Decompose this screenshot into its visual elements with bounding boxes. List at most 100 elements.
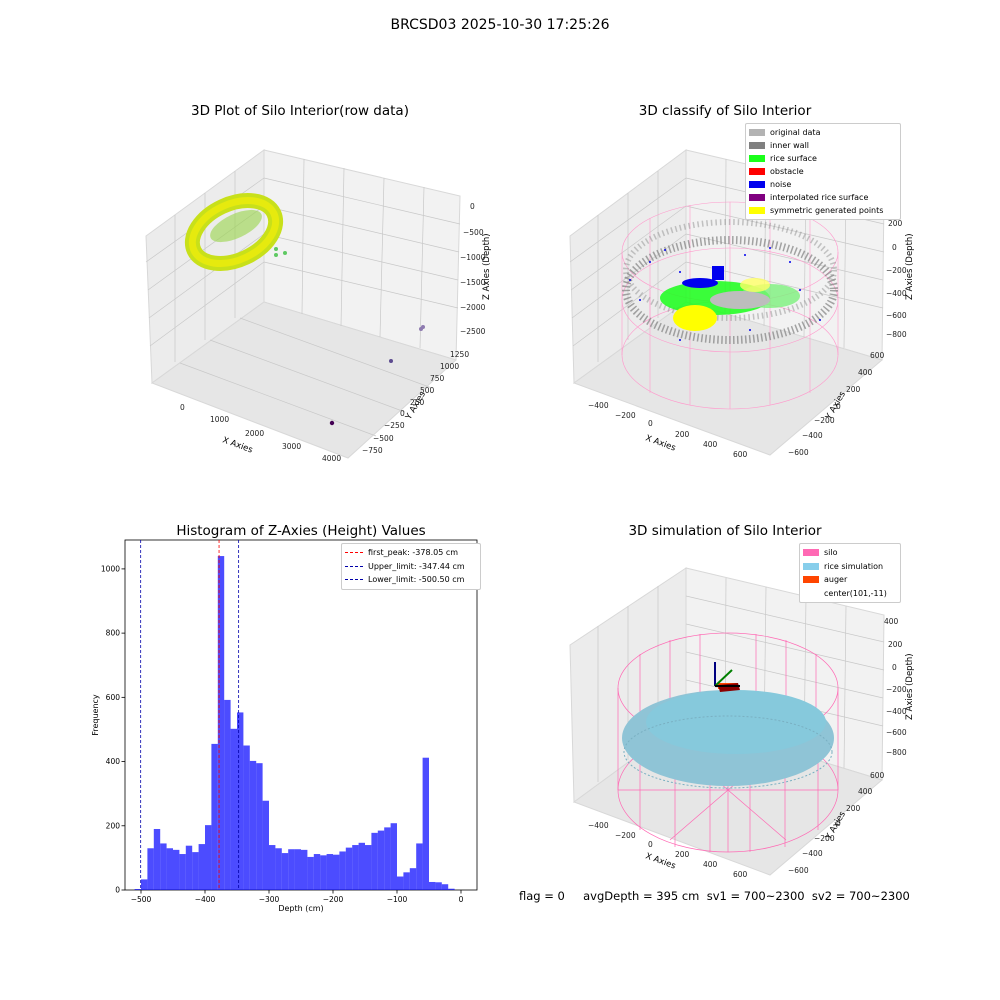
symmetric-points <box>673 305 717 331</box>
y-tick: −750 <box>362 446 383 455</box>
x-axis-ticks: −500 −400 −300 −200 −100 0 <box>131 890 464 904</box>
symmetric-points <box>740 278 770 292</box>
histogram-bar <box>198 844 205 890</box>
z-tick: 0 <box>892 663 897 672</box>
histogram-bar <box>390 823 397 890</box>
legend-swatch <box>749 207 765 214</box>
histogram-bar <box>416 843 423 890</box>
legend-line <box>345 565 363 567</box>
legend-swatch <box>749 129 765 136</box>
legend-item-silo: silo <box>803 546 897 560</box>
y-axis-ticks: 600 400 200 0 −200 −400 −600 <box>788 351 885 457</box>
y-tick: 1000 <box>440 362 459 371</box>
x-tick: 2000 <box>245 429 264 438</box>
x-axis-label: X Axies <box>644 851 677 871</box>
histogram-bar <box>224 699 231 890</box>
z-tick: −2000 <box>460 303 486 312</box>
y-tick: 0 <box>836 402 841 411</box>
x-tick: −400 <box>588 401 609 410</box>
panel-raw-title: 3D Plot of Silo Interior(row data) <box>191 103 409 119</box>
y-tick: 600 <box>870 351 885 360</box>
histogram-bar <box>160 843 167 890</box>
y-tick: −600 <box>788 448 809 457</box>
x-tick-label: −400 <box>195 895 216 904</box>
legend-swatch <box>803 576 819 583</box>
outlier-point <box>421 325 425 329</box>
histogram-bar <box>320 855 327 890</box>
z-axis-label: Z Axies (Depth) <box>905 653 915 720</box>
z-tick: −500 <box>463 228 484 237</box>
histogram-bar <box>205 825 212 890</box>
simulation-legend: silo rice simulation auger center(101,-1… <box>799 543 901 603</box>
x-tick-label: 0 <box>459 895 464 904</box>
z-tick: −800 <box>886 748 907 757</box>
histogram-bars <box>134 556 455 890</box>
y-tick-label: 600 <box>106 693 121 702</box>
outlier-point <box>329 420 335 426</box>
panel-raw-3d-plot: 0 1000 2000 3000 4000 X Axies 1250 1000 … <box>145 149 492 463</box>
y-tick: 400 <box>858 787 873 796</box>
y-axis-ticks: 0 200 400 600 800 1000 <box>101 564 125 895</box>
histogram-bar <box>243 745 250 890</box>
axis-arrow-x <box>714 669 733 687</box>
histogram-bar <box>429 881 436 890</box>
z-tick: −400 <box>886 707 907 716</box>
z-tick: −800 <box>886 330 907 339</box>
histogram-bar <box>441 884 449 890</box>
y-tick: 500 <box>420 386 435 395</box>
x-tick-label: −200 <box>323 895 344 904</box>
y-tick: 400 <box>858 368 873 377</box>
histogram-bar <box>281 853 289 890</box>
y-tick: −200 <box>814 834 835 843</box>
outlier-points <box>274 247 425 426</box>
outlier-point <box>274 247 278 251</box>
histogram-bar <box>326 854 333 890</box>
y-tick: 200 <box>846 385 861 394</box>
floor <box>572 301 884 456</box>
noise-points <box>682 278 718 288</box>
y-tick-label: 1000 <box>101 564 120 573</box>
legend-swatch <box>749 155 765 162</box>
floor <box>150 301 457 459</box>
legend-swatch <box>749 194 765 201</box>
x-tick-label: −500 <box>131 895 152 904</box>
histogram-bar <box>185 845 193 890</box>
histogram-bar <box>307 856 314 890</box>
histogram-bar <box>448 888 455 890</box>
z-axis-ticks: 0 −500 −1000 −1500 −2000 −2500 <box>460 202 486 336</box>
histogram-bar <box>147 848 154 890</box>
legend-line <box>345 552 363 553</box>
z-axis-ticks: 200 0 −200 −400 −600 −800 <box>886 219 907 339</box>
legend-item-interpolated-rice-surface: interpolated rice surface <box>749 191 897 204</box>
z-tick: 0 <box>892 243 897 252</box>
x-axis-label: X Axies <box>221 435 254 455</box>
legend-item-lower-limit: Lower_limit: -500.50 cm <box>345 573 477 587</box>
histogram-bar <box>397 876 404 890</box>
status-line: flag = 0 avgDepth = 395 cm sv1 = 700~230… <box>519 889 910 903</box>
histogram-bar <box>358 842 365 890</box>
histogram-bar <box>179 854 186 890</box>
legend-item-auger: auger <box>803 573 897 587</box>
x-axis-ticks: −400 −200 0 200 400 600 <box>588 821 748 879</box>
histogram-bar <box>371 832 378 890</box>
y-tick-label: 400 <box>106 757 121 766</box>
outlier-point <box>389 359 393 363</box>
x-tick: 400 <box>703 860 718 869</box>
legend-item-original-data: original data <box>749 126 897 139</box>
z-axis-label: Z Axies (Depth) <box>905 233 915 300</box>
x-tick: 600 <box>733 870 748 879</box>
legend-item-inner-wall: inner wall <box>749 139 897 152</box>
histogram-bar <box>333 854 340 890</box>
x-tick: 0 <box>648 419 653 428</box>
histogram-bar <box>403 872 410 890</box>
panel-classify-title: 3D classify of Silo Interior <box>638 103 812 119</box>
legend-swatch <box>803 562 819 570</box>
z-tick: −400 <box>886 289 907 298</box>
x-tick: 0 <box>648 840 653 849</box>
z-tick: −600 <box>886 728 907 737</box>
histogram-legend: first_peak: -378.05 cm Upper_limit: -347… <box>341 543 481 590</box>
legend-item-rice-surface: rice surface <box>749 152 897 165</box>
x-tick: −200 <box>615 831 636 840</box>
legend-swatch <box>749 168 765 175</box>
y-tick: 750 <box>430 374 445 383</box>
